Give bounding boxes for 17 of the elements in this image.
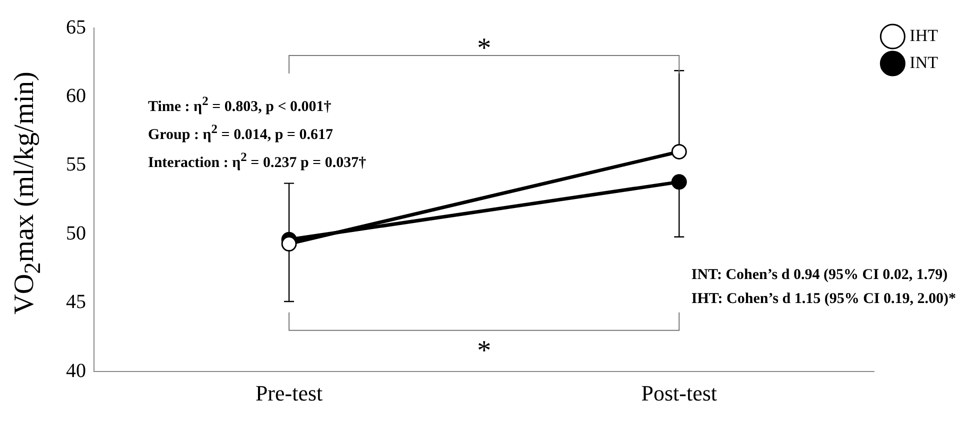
annotation: * xyxy=(477,336,492,367)
annotation: INT: Cohen’s d 0.94 (95% CI 0.02, 1.79) xyxy=(691,266,949,285)
annotation: Interaction : η$^{2}$ = 0.237 p = 0.037† xyxy=(148,149,366,173)
y-tick-label: 50 xyxy=(66,222,86,244)
x-tick-label: Pre-test xyxy=(255,380,323,406)
annotation: Time : η$^{2}$ = 0.803, p < 0.001† xyxy=(148,93,332,117)
annotation: Group : η$^{2}$ = 0.014, p = 0.617 xyxy=(148,121,334,145)
annotation: IHT: Cohen’s d 1.15 (95% CI 0.19, 2.00)* xyxy=(691,290,956,309)
y-tick-label: 65 xyxy=(66,16,86,38)
annotation: * xyxy=(477,32,492,64)
x-tick-label: Post-test xyxy=(641,380,718,406)
legend-label: IHT xyxy=(910,26,939,45)
y-tick-label: 60 xyxy=(66,84,86,107)
y-tick-label: 40 xyxy=(66,360,86,382)
y-tick-label: 45 xyxy=(66,291,86,314)
y-tick-label: 55 xyxy=(66,154,86,176)
legend-label: INT xyxy=(910,52,939,72)
